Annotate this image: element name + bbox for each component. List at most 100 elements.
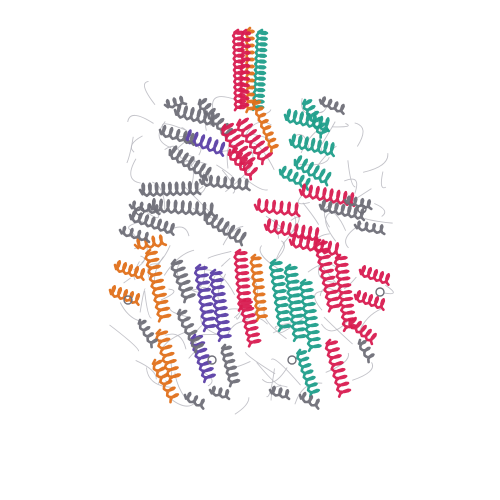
coil-segment xyxy=(384,284,394,295)
helix-segment xyxy=(203,210,247,247)
helix-segment xyxy=(348,316,377,346)
coil-segment xyxy=(109,324,140,352)
helix-segment xyxy=(353,290,386,311)
helix-segment xyxy=(343,195,373,211)
coil-segment xyxy=(119,302,148,323)
coil-segment xyxy=(263,309,287,340)
helix-segment xyxy=(220,343,241,388)
coil-segment xyxy=(323,316,353,345)
helix-ribbons xyxy=(108,26,391,410)
coil-segment xyxy=(222,225,244,246)
helix-segment xyxy=(358,265,391,286)
helix-segment xyxy=(128,210,175,236)
coil-segment xyxy=(244,351,276,375)
helix-segment xyxy=(163,95,188,109)
helix-segment xyxy=(298,183,356,208)
helix-segment xyxy=(314,238,342,313)
helix-segment xyxy=(220,122,256,170)
helix-segment xyxy=(238,28,252,110)
ring-loop xyxy=(135,206,145,216)
coil-segment xyxy=(161,331,187,355)
coil-segment xyxy=(259,245,278,269)
coil-segment xyxy=(127,114,154,124)
helix-segment xyxy=(357,338,375,364)
helix-segment xyxy=(208,385,231,401)
coil-segment xyxy=(374,203,386,217)
helix-segment xyxy=(158,124,195,147)
coil-segment xyxy=(126,136,134,164)
helix-segment xyxy=(118,225,151,244)
helix-detail xyxy=(123,204,385,365)
helix-segment xyxy=(318,199,366,222)
coil-segment xyxy=(325,352,349,373)
coil-segment xyxy=(144,290,152,319)
helix-segment xyxy=(301,98,329,139)
helix-segment xyxy=(138,180,202,198)
coil-segment xyxy=(282,215,297,245)
ring-loop xyxy=(375,287,385,297)
helix-segment xyxy=(252,98,279,153)
coil-segment xyxy=(321,320,349,332)
helix-segment xyxy=(173,103,215,128)
helix-segment xyxy=(253,198,301,218)
coil-segment xyxy=(324,208,347,231)
helix-segment xyxy=(151,358,180,404)
ring-loop xyxy=(123,295,133,305)
coil-segment xyxy=(256,362,282,386)
coil-segment xyxy=(354,122,364,147)
coil-segment xyxy=(226,144,234,169)
helix-segment xyxy=(227,147,258,181)
coil-segment xyxy=(146,367,175,388)
helix-segment xyxy=(249,253,268,322)
helix-segment xyxy=(148,198,216,218)
helix-segment xyxy=(208,268,232,343)
coil-segment xyxy=(207,250,232,259)
helix-segment xyxy=(298,278,322,353)
coil-segment xyxy=(212,96,236,109)
helix-segment xyxy=(251,28,269,112)
helix-segment xyxy=(263,218,321,243)
coil-segment xyxy=(331,123,349,128)
coil-segment xyxy=(234,397,250,415)
helix-segment xyxy=(170,258,196,304)
helix-segment xyxy=(296,348,320,398)
coil-segment xyxy=(216,164,236,182)
helix-segment xyxy=(333,253,357,333)
helix-segment xyxy=(144,248,172,323)
helix-segment xyxy=(318,96,345,115)
helix-segment xyxy=(133,234,168,250)
helix-segment xyxy=(198,174,251,192)
coil-segment xyxy=(244,121,272,137)
coil-segment xyxy=(363,153,389,173)
helix-segment xyxy=(193,263,217,333)
coil-segment xyxy=(160,288,175,301)
coil-segment xyxy=(297,195,310,205)
coil-segment xyxy=(352,362,373,381)
coil-segment xyxy=(325,212,337,242)
helix-segment xyxy=(239,298,262,348)
coil-segment xyxy=(139,288,146,313)
coil-segment xyxy=(143,80,156,106)
helix-segment xyxy=(108,285,141,306)
coil-segment xyxy=(161,123,188,131)
helix-segment xyxy=(288,233,341,258)
helix-segment xyxy=(293,155,332,187)
coil-segment xyxy=(130,135,143,153)
helix-segment xyxy=(233,248,252,312)
helix-segment xyxy=(183,391,205,410)
coil-segment xyxy=(364,218,393,224)
helix-segment xyxy=(176,308,205,354)
helix-segment xyxy=(155,328,181,383)
coil-segment xyxy=(123,277,131,284)
coil-segment xyxy=(380,171,387,189)
coil-segment xyxy=(271,358,301,386)
coil-segment xyxy=(135,360,157,380)
coil-segment xyxy=(347,160,356,188)
helix-segment xyxy=(298,391,320,410)
coil-segment xyxy=(130,158,141,184)
helix-segment xyxy=(288,133,335,158)
helix-segment xyxy=(324,338,352,398)
helix-segment xyxy=(268,385,291,401)
